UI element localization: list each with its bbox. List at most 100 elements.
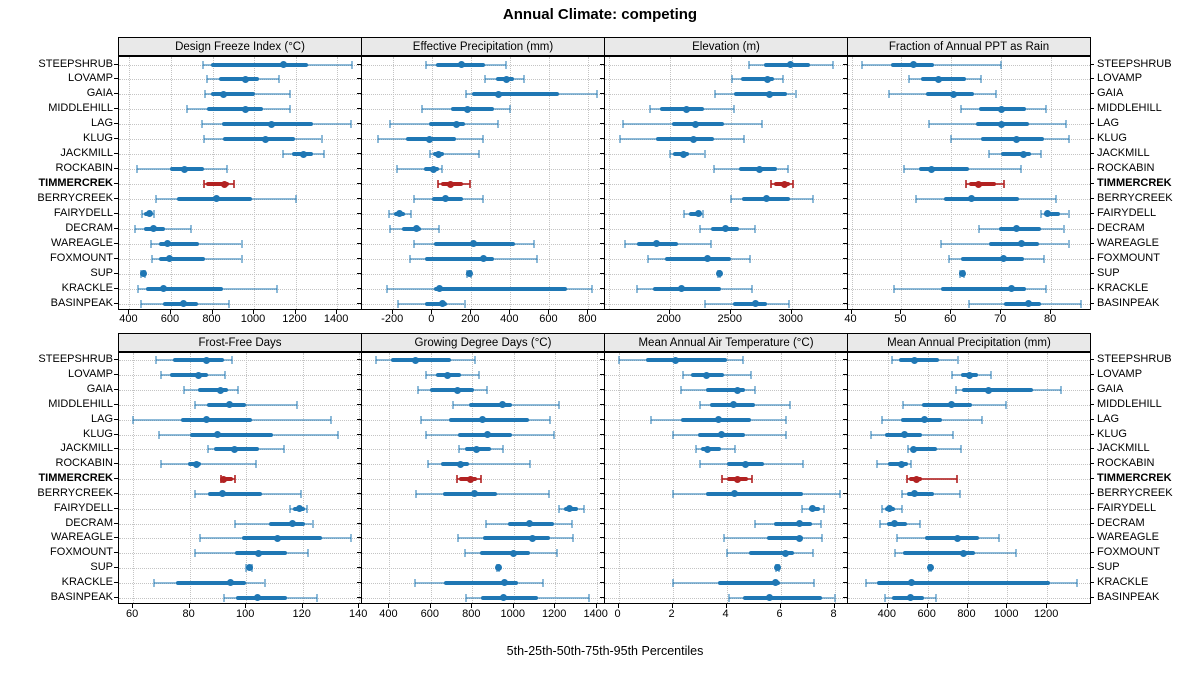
axis-tick xyxy=(358,604,360,608)
box-25-75 xyxy=(146,286,223,291)
box-25-75 xyxy=(241,536,323,541)
whisker-cap xyxy=(288,504,291,513)
row-tick xyxy=(357,302,361,304)
whisker-cap xyxy=(553,430,556,439)
median-dot xyxy=(898,460,906,468)
whisker-cap xyxy=(523,75,525,84)
site-label-right: LOVAMP xyxy=(1097,368,1143,381)
gridline-vertical xyxy=(967,353,969,603)
whisker-cap xyxy=(1045,284,1048,293)
median-dot xyxy=(1043,210,1051,218)
panel-title: Mean Annual Air Temperature (°C) xyxy=(638,336,814,349)
whisker-cap xyxy=(753,519,756,528)
row-tick xyxy=(600,168,604,170)
box-25-75 xyxy=(988,241,1039,246)
site-label-left: STEEPSHRUB xyxy=(38,353,113,366)
gridline-vertical xyxy=(471,57,473,309)
row-tick xyxy=(600,581,604,583)
whisker-cap xyxy=(698,460,701,469)
panel-strip: Growing Degree Days (°C) xyxy=(361,333,605,352)
panel xyxy=(361,56,605,310)
panel-title: Elevation (m) xyxy=(692,40,760,53)
whisker-cap xyxy=(151,254,154,263)
box-25-75 xyxy=(876,580,1051,585)
whisker-cap xyxy=(320,135,323,144)
median-dot xyxy=(958,270,966,278)
axis-tick xyxy=(725,604,727,608)
gridline-vertical xyxy=(302,353,304,603)
row-tick xyxy=(600,212,604,214)
axis-tick xyxy=(595,604,597,608)
panel-title: Mean Annual Precipitation (mm) xyxy=(887,336,1051,349)
whisker-cap xyxy=(441,165,443,174)
axis-tick-label: 1400 xyxy=(583,608,608,620)
whisker-cap xyxy=(556,549,559,558)
whisker-cap xyxy=(892,284,895,293)
row-tick xyxy=(843,123,847,125)
whisker-cap xyxy=(967,299,970,308)
median-dot xyxy=(484,431,492,438)
row-tick xyxy=(1090,302,1094,304)
median-dot xyxy=(691,120,699,128)
median-dot xyxy=(425,135,433,143)
row-tick xyxy=(600,374,604,376)
axis-tick xyxy=(729,310,731,314)
whisker-cap xyxy=(940,239,943,248)
median-dot xyxy=(1017,240,1025,248)
site-label-left: DECRAM xyxy=(65,221,113,234)
row-tick xyxy=(114,63,118,65)
box-25-75 xyxy=(732,301,767,306)
box-25-75 xyxy=(981,137,1044,142)
whisker-cap xyxy=(822,504,825,513)
row-tick xyxy=(600,138,604,140)
whisker-cap xyxy=(732,105,735,114)
axis-tick xyxy=(128,310,130,314)
median-dot xyxy=(466,475,474,483)
box-25-75 xyxy=(424,256,494,261)
box-25-75 xyxy=(773,521,812,526)
whisker-cap xyxy=(496,120,499,129)
whisker-cap xyxy=(437,180,440,188)
site-label-right: MIDDLEHILL xyxy=(1097,397,1162,410)
axis-tick xyxy=(833,604,835,608)
whisker-5-95 xyxy=(427,463,531,466)
whisker-cap xyxy=(960,105,963,114)
site-label-right: KRACKLE xyxy=(1097,575,1149,588)
median-dot xyxy=(1000,255,1008,263)
row-tick xyxy=(1090,537,1094,539)
gridline-vertical xyxy=(1007,353,1009,603)
site-label-right: KLUG xyxy=(1097,427,1127,440)
row-tick xyxy=(1090,123,1094,125)
median-dot xyxy=(463,105,471,113)
whisker-cap xyxy=(668,150,671,159)
whisker-cap xyxy=(135,165,138,174)
whisker-cap xyxy=(995,90,998,99)
box-25-75 xyxy=(469,402,512,407)
median-dot xyxy=(913,475,921,483)
site-label-right: DECRAM xyxy=(1097,516,1145,529)
median-dot xyxy=(704,255,712,263)
gridline-horizontal xyxy=(362,228,604,230)
site-label-left: KLUG xyxy=(83,132,113,145)
median-dot xyxy=(997,120,1005,128)
row-tick xyxy=(1090,448,1094,450)
gridline-vertical xyxy=(596,353,598,603)
whisker-cap xyxy=(729,194,732,203)
axis-tick xyxy=(470,310,472,314)
axis-tick-label: -200 xyxy=(381,313,404,325)
whisker-cap xyxy=(502,445,505,454)
gridline-horizontal xyxy=(119,154,361,156)
axis-tick xyxy=(1006,604,1008,608)
site-label-right: BERRYCREEK xyxy=(1097,191,1173,204)
box-25-75 xyxy=(767,536,804,541)
whisker-cap xyxy=(1042,254,1045,263)
axis-tick xyxy=(886,604,888,608)
row-tick xyxy=(600,123,604,125)
box-25-75 xyxy=(902,551,976,556)
gridline-vertical xyxy=(393,57,395,309)
whisker-cap xyxy=(185,105,188,114)
median-dot xyxy=(193,460,201,468)
axis-tick xyxy=(301,604,303,608)
row-tick xyxy=(843,63,847,65)
